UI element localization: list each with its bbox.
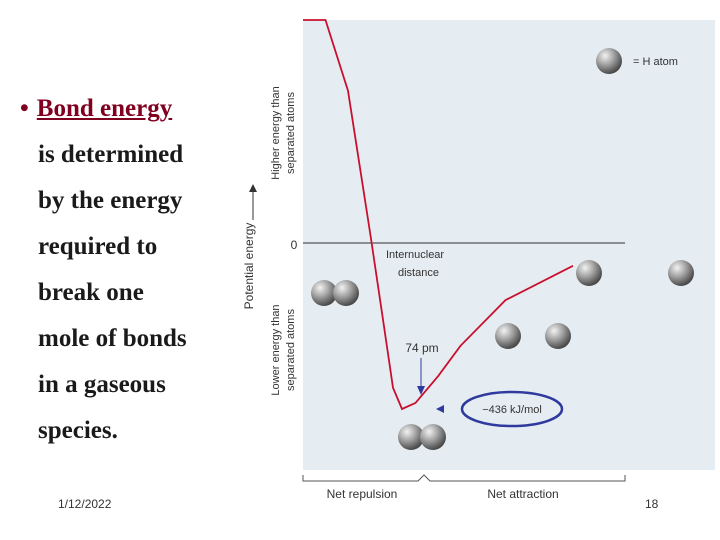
- bond-energy-oval: [460, 390, 564, 428]
- energy-curve: [303, 19, 574, 411]
- bullet-line: mole of bonds: [38, 325, 187, 352]
- bullet-first-line: • Bond energy: [20, 86, 240, 132]
- y-axis-label: Potential energy: [242, 223, 256, 310]
- footer-date: 1/12/2022: [58, 497, 112, 511]
- bullet-line: is determined: [38, 141, 184, 168]
- zero-line-label-1: Internuclear: [386, 249, 444, 261]
- legend-atom-icon: [596, 48, 622, 74]
- region-bracket: [302, 474, 626, 482]
- y-label-upper-2: separated atoms: [285, 92, 297, 174]
- y-label-upper-1: Higher energy than: [270, 86, 282, 180]
- bond-energy-pointer: [436, 405, 444, 413]
- y-label-lower-1: Lower energy than: [270, 304, 282, 395]
- bond-length-arrow-head: [417, 386, 425, 395]
- h-atom-icon: [398, 424, 424, 450]
- h-atom-icon: [420, 424, 446, 450]
- page-number: 18: [645, 497, 659, 511]
- bullet-line: required to: [38, 233, 158, 260]
- region-label-attraction: Net attraction: [487, 487, 558, 501]
- bond-energy-term: Bond energy: [36, 95, 173, 122]
- bond-energy-label: −436 kJ/mol: [482, 404, 542, 416]
- y-label-lower-2: separated atoms: [285, 309, 297, 391]
- plot-panel: [303, 20, 715, 470]
- h-atom-icon: [495, 323, 521, 349]
- zero-line-label-2: distance: [398, 267, 439, 279]
- legend-label: = H atom: [633, 56, 678, 68]
- h-atom-icon: [668, 260, 694, 286]
- h-atom-icon: [545, 323, 571, 349]
- bond-length-label: 74 pm: [405, 341, 438, 355]
- h-atom-icon: [576, 260, 602, 286]
- y-zero-tick-label: 0: [291, 238, 298, 252]
- bullet-line: break one: [38, 279, 144, 306]
- bullet-block: • Bond energy is determined by the energ…: [20, 86, 240, 454]
- bullet-line: species.: [38, 417, 118, 444]
- bullet-line: in a gaseous: [38, 371, 166, 398]
- h-atom-icon: [333, 280, 359, 306]
- h-atom-icon: [311, 280, 337, 306]
- bullet-dot: •: [20, 95, 29, 122]
- region-label-repulsion: Net repulsion: [327, 487, 398, 501]
- y-axis-arrow-head: [249, 184, 257, 192]
- bullet-line: by the energy: [38, 187, 183, 214]
